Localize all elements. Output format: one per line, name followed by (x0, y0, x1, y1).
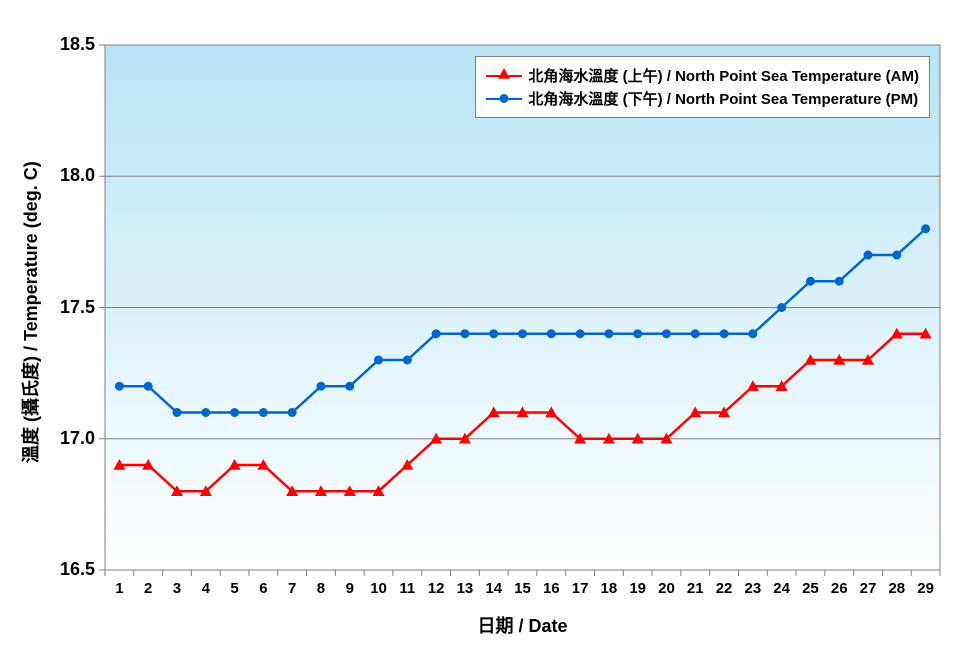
x-tick-label: 18 (595, 580, 623, 597)
sea-temperature-chart: 溫度 (攝氏度) / Temperature (deg. C) 日期 / Dat… (0, 0, 965, 650)
x-tick-label: 5 (221, 580, 249, 597)
x-tick-label: 1 (105, 580, 133, 597)
x-tick-label: 7 (278, 580, 306, 597)
x-tick-label: 17 (566, 580, 594, 597)
x-tick-label: 15 (509, 580, 537, 597)
legend-label: 北角海水溫度 (下午) / North Point Sea Temperatur… (528, 88, 918, 109)
x-tick-label: 6 (249, 580, 277, 597)
y-tick-label: 17.5 (60, 297, 95, 318)
x-tick-label: 2 (134, 580, 162, 597)
triangle-marker-icon (486, 68, 522, 84)
x-tick-label: 9 (336, 580, 364, 597)
x-tick-label: 27 (854, 580, 882, 597)
x-tick-label: 22 (710, 580, 738, 597)
x-tick-label: 24 (768, 580, 796, 597)
circle-marker-icon (486, 91, 522, 107)
y-tick-label: 16.5 (60, 559, 95, 580)
y-tick-label: 18.0 (60, 165, 95, 186)
x-tick-label: 16 (537, 580, 565, 597)
x-tick-label: 10 (365, 580, 393, 597)
x-tick-label: 12 (422, 580, 450, 597)
x-tick-label: 26 (825, 580, 853, 597)
x-tick-label: 4 (192, 580, 220, 597)
x-tick-label: 19 (624, 580, 652, 597)
x-tick-label: 23 (739, 580, 767, 597)
y-tick-label: 18.5 (60, 34, 95, 55)
legend: 北角海水溫度 (上午) / North Point Sea Temperatur… (475, 56, 930, 118)
x-tick-label: 8 (307, 580, 335, 597)
x-tick-label: 3 (163, 580, 191, 597)
x-tick-label: 25 (796, 580, 824, 597)
legend-label: 北角海水溫度 (上午) / North Point Sea Temperatur… (528, 65, 919, 86)
x-tick-label: 20 (652, 580, 680, 597)
x-tick-label: 29 (912, 580, 940, 597)
legend-item: 北角海水溫度 (下午) / North Point Sea Temperatur… (486, 88, 919, 109)
legend-item: 北角海水溫度 (上午) / North Point Sea Temperatur… (486, 65, 919, 86)
x-tick-label: 14 (480, 580, 508, 597)
x-tick-label: 28 (883, 580, 911, 597)
x-tick-label: 13 (451, 580, 479, 597)
x-tick-label: 21 (681, 580, 709, 597)
x-tick-label: 11 (393, 580, 421, 597)
y-tick-label: 17.0 (60, 428, 95, 449)
